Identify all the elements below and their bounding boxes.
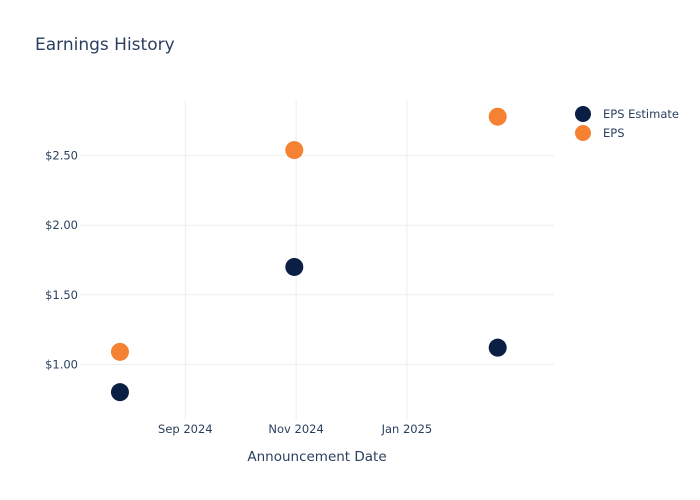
y-tick-label: $2.50 [45, 149, 78, 163]
x-axis-ticks: Sep 2024 Nov 2024 Jan 2025 [158, 422, 432, 436]
x-tick-label: Nov 2024 [268, 422, 323, 436]
legend-label: EPS Estimate [603, 107, 679, 121]
legend-marker [575, 125, 591, 141]
legend-marker [575, 106, 591, 122]
data-point-eps[interactable] [488, 107, 507, 126]
x-axis-title: Announcement Date [247, 449, 386, 465]
y-axis-ticks: $1.00 $1.50 $2.00 $2.50 [45, 149, 78, 372]
y-tick-label: $1.50 [45, 288, 78, 302]
y-tick-label: $1.00 [45, 357, 78, 371]
data-point-eps[interactable] [110, 342, 129, 361]
legend[interactable]: EPS Estimate EPS [575, 106, 679, 141]
data-point-eps-estimate[interactable] [488, 338, 507, 357]
data-points [110, 107, 507, 402]
grid [80, 100, 554, 420]
chart-title: Earnings History [35, 35, 175, 55]
legend-item-eps-estimate[interactable]: EPS Estimate [575, 106, 679, 122]
legend-item-eps[interactable]: EPS [575, 125, 625, 141]
data-point-eps-estimate[interactable] [285, 257, 304, 276]
data-point-eps[interactable] [285, 141, 304, 160]
x-tick-label: Jan 2025 [381, 422, 433, 436]
x-tick-label: Sep 2024 [158, 422, 213, 436]
y-tick-label: $2.00 [45, 218, 78, 232]
data-point-eps-estimate[interactable] [110, 383, 129, 402]
legend-label: EPS [603, 126, 625, 140]
